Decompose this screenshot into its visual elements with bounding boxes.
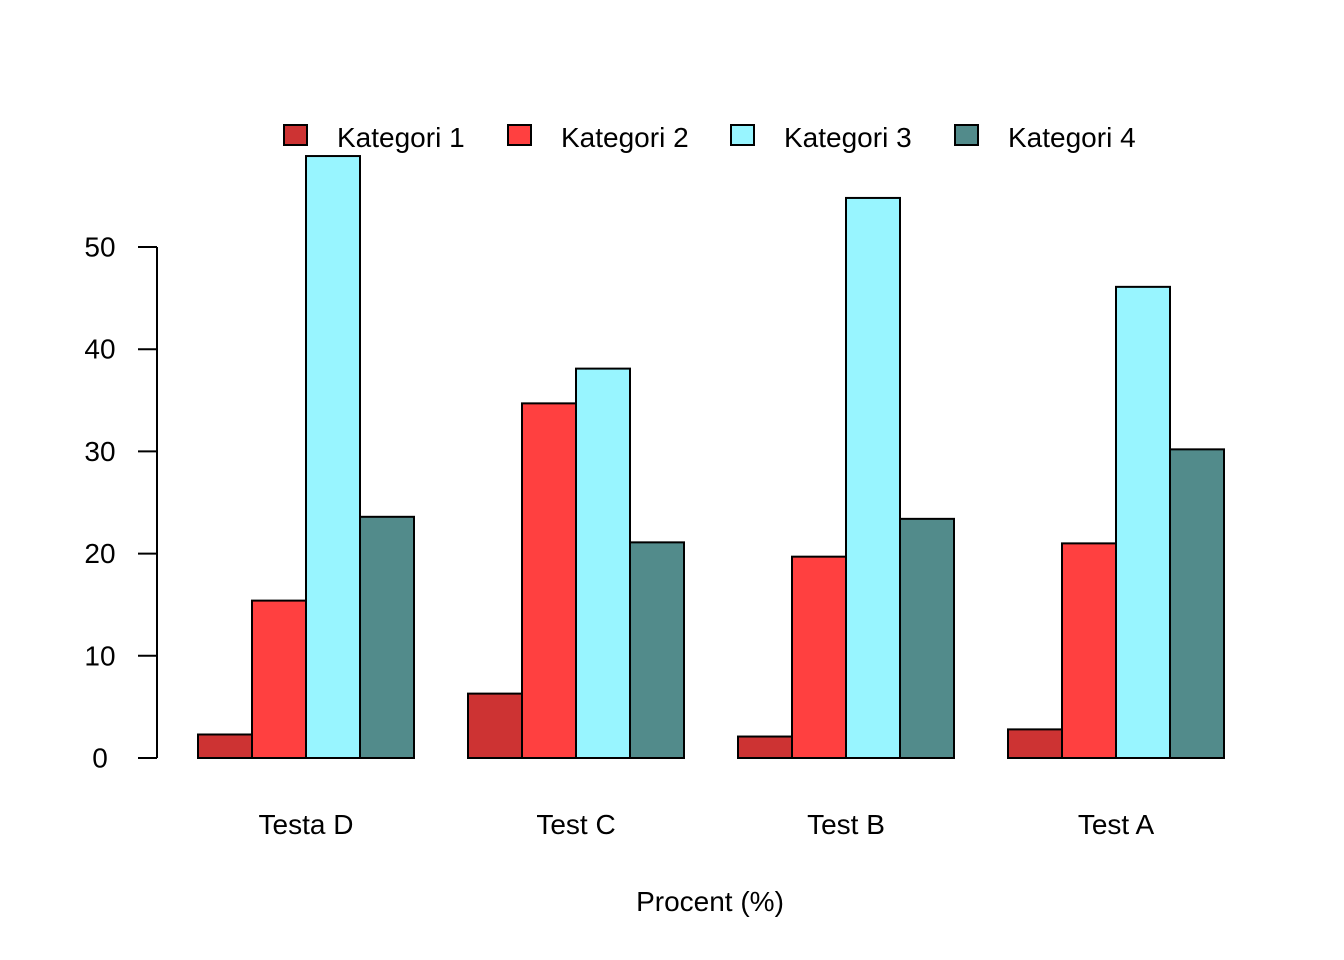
bars	[197, 155, 1225, 760]
bar-kategori-1-test-b	[737, 735, 793, 760]
bar-kategori-3-test-c	[575, 367, 631, 759]
y-tick-label: 30	[84, 436, 115, 467]
x-tick-label: Test C	[536, 809, 615, 840]
legend-label: Kategori 4	[1008, 122, 1136, 153]
y-tick-label: 20	[84, 538, 115, 569]
bar-kategori-2-test-b	[791, 555, 847, 760]
legend-swatch	[730, 124, 755, 146]
y-tick-label: 50	[84, 232, 115, 263]
x-tick-label: Test B	[807, 809, 885, 840]
x-axis-title: Procent (%)	[636, 886, 784, 917]
legend-label: Kategori 2	[561, 122, 689, 153]
x-axis-labels: Testa D Test C Test B Test A	[259, 809, 1155, 840]
bar-kategori-1-test-c	[467, 692, 523, 760]
legend-label: Kategori 3	[784, 122, 912, 153]
y-axis: 0 10 20 30 40 50	[84, 232, 158, 774]
x-tick-label: Testa D	[259, 809, 354, 840]
bar-kategori-2-test-c	[521, 402, 577, 759]
y-tick-label: 10	[84, 640, 115, 671]
bar-kategori-1-testa-d	[197, 733, 253, 760]
bar-kategori-3-test-b	[845, 196, 901, 760]
bar-kategori-4-test-b	[899, 517, 955, 759]
bar-kategori-3-testa-d	[305, 155, 361, 760]
x-tick-label: Test A	[1078, 809, 1155, 840]
bar-kategori-4-test-c	[629, 541, 685, 759]
bar-kategori-3-test-a	[1115, 285, 1171, 759]
bar-kategori-2-testa-d	[251, 599, 307, 759]
legend-swatch	[507, 124, 532, 146]
legend-swatch	[283, 124, 308, 146]
bar-kategori-4-test-a	[1169, 448, 1225, 759]
y-tick-label: 40	[84, 334, 115, 365]
y-tick-label: 0	[92, 743, 108, 774]
bar-kategori-2-test-a	[1061, 542, 1117, 759]
legend-label: Kategori 1	[337, 122, 465, 153]
legend: Kategori 1 Kategori 2 Kategori 3 Kategori 4	[283, 122, 1136, 153]
bar-kategori-1-test-a	[1007, 728, 1063, 759]
bar-kategori-4-testa-d	[359, 515, 415, 759]
legend-swatch	[954, 124, 979, 146]
